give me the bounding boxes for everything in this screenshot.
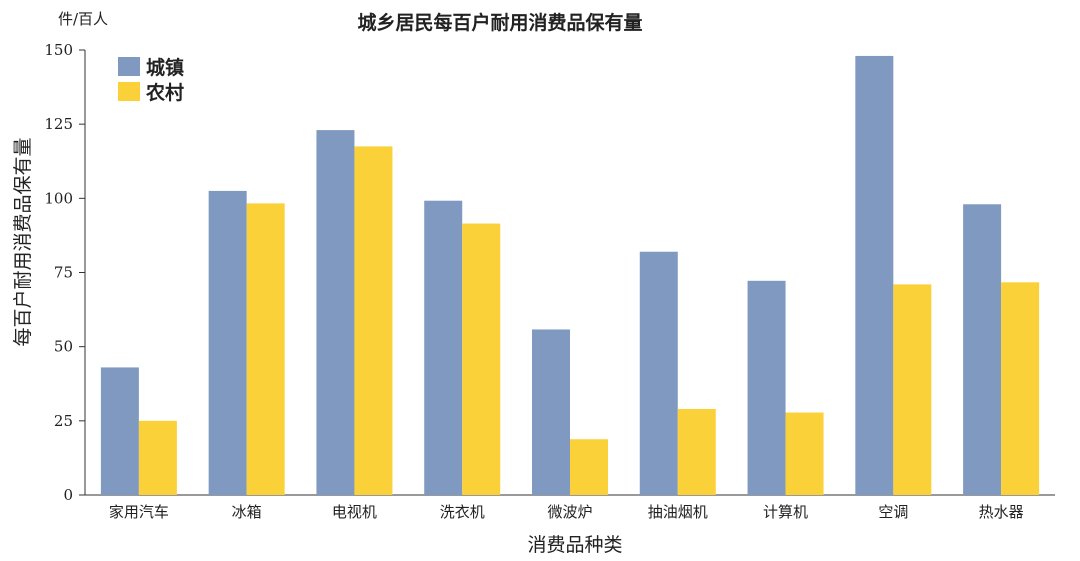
y-tick-label: 25 — [54, 412, 73, 430]
x-tick-label: 电视机 — [332, 503, 377, 521]
bar-rural — [354, 146, 393, 495]
legend-label-rural: 农村 — [145, 81, 184, 104]
x-tick-label: 抽油烟机 — [648, 503, 708, 521]
y-tick-label: 50 — [54, 338, 73, 356]
bar-urban — [747, 280, 786, 495]
y-tick-label: 100 — [44, 189, 73, 207]
x-tick-label: 计算机 — [763, 503, 808, 521]
bar-urban — [963, 204, 1002, 495]
y-tick-label: 0 — [63, 486, 73, 504]
bar-rural — [462, 223, 501, 496]
x-tick-label: 热水器 — [979, 503, 1024, 521]
bar-rural — [893, 284, 932, 495]
legend-swatch-urban — [118, 57, 140, 76]
y-tick-label: 75 — [54, 264, 73, 282]
bar-rural — [246, 203, 285, 496]
bar-urban — [532, 329, 570, 495]
x-tick-label: 家用汽车 — [109, 503, 169, 521]
x-axis-tick-labels: 家用汽车 冰箱 电视机 洗衣机 微波炉 抽油烟机 计算机 空调 热水器 — [109, 503, 1024, 521]
bar-urban — [208, 190, 247, 495]
bar-rural — [785, 412, 824, 495]
bar-rural — [138, 420, 177, 495]
y-axis-title: 每百户耐用消费品保有量 — [12, 137, 34, 346]
legend: 城镇 农村 — [118, 56, 184, 104]
x-tick-label: 冰箱 — [232, 503, 262, 521]
unit-label: 件/百人 — [58, 10, 108, 28]
bar-urban — [639, 251, 678, 495]
bar-urban — [100, 367, 139, 495]
bar-rural — [677, 408, 716, 495]
chart-title: 城乡居民每百户耐用消费品保有量 — [357, 11, 642, 34]
bar-rural — [1001, 282, 1040, 495]
x-tick-label: 洗衣机 — [440, 503, 485, 521]
x-tick-label: 空调 — [878, 503, 908, 521]
x-tick-label: 微波炉 — [547, 503, 592, 521]
x-axis-title: 消费品种类 — [527, 534, 622, 556]
bar-rural — [570, 439, 608, 495]
legend-label-urban: 城镇 — [146, 56, 184, 79]
bar-urban — [316, 130, 355, 495]
legend-swatch-rural — [118, 82, 140, 101]
y-axis-ticks: 0 25 50 75 100 125 150 — [44, 41, 85, 504]
y-tick-label: 150 — [44, 41, 73, 59]
bar-urban — [424, 200, 463, 495]
bar-series — [100, 55, 1040, 496]
bar-urban — [855, 55, 894, 495]
y-tick-label: 125 — [44, 115, 73, 133]
